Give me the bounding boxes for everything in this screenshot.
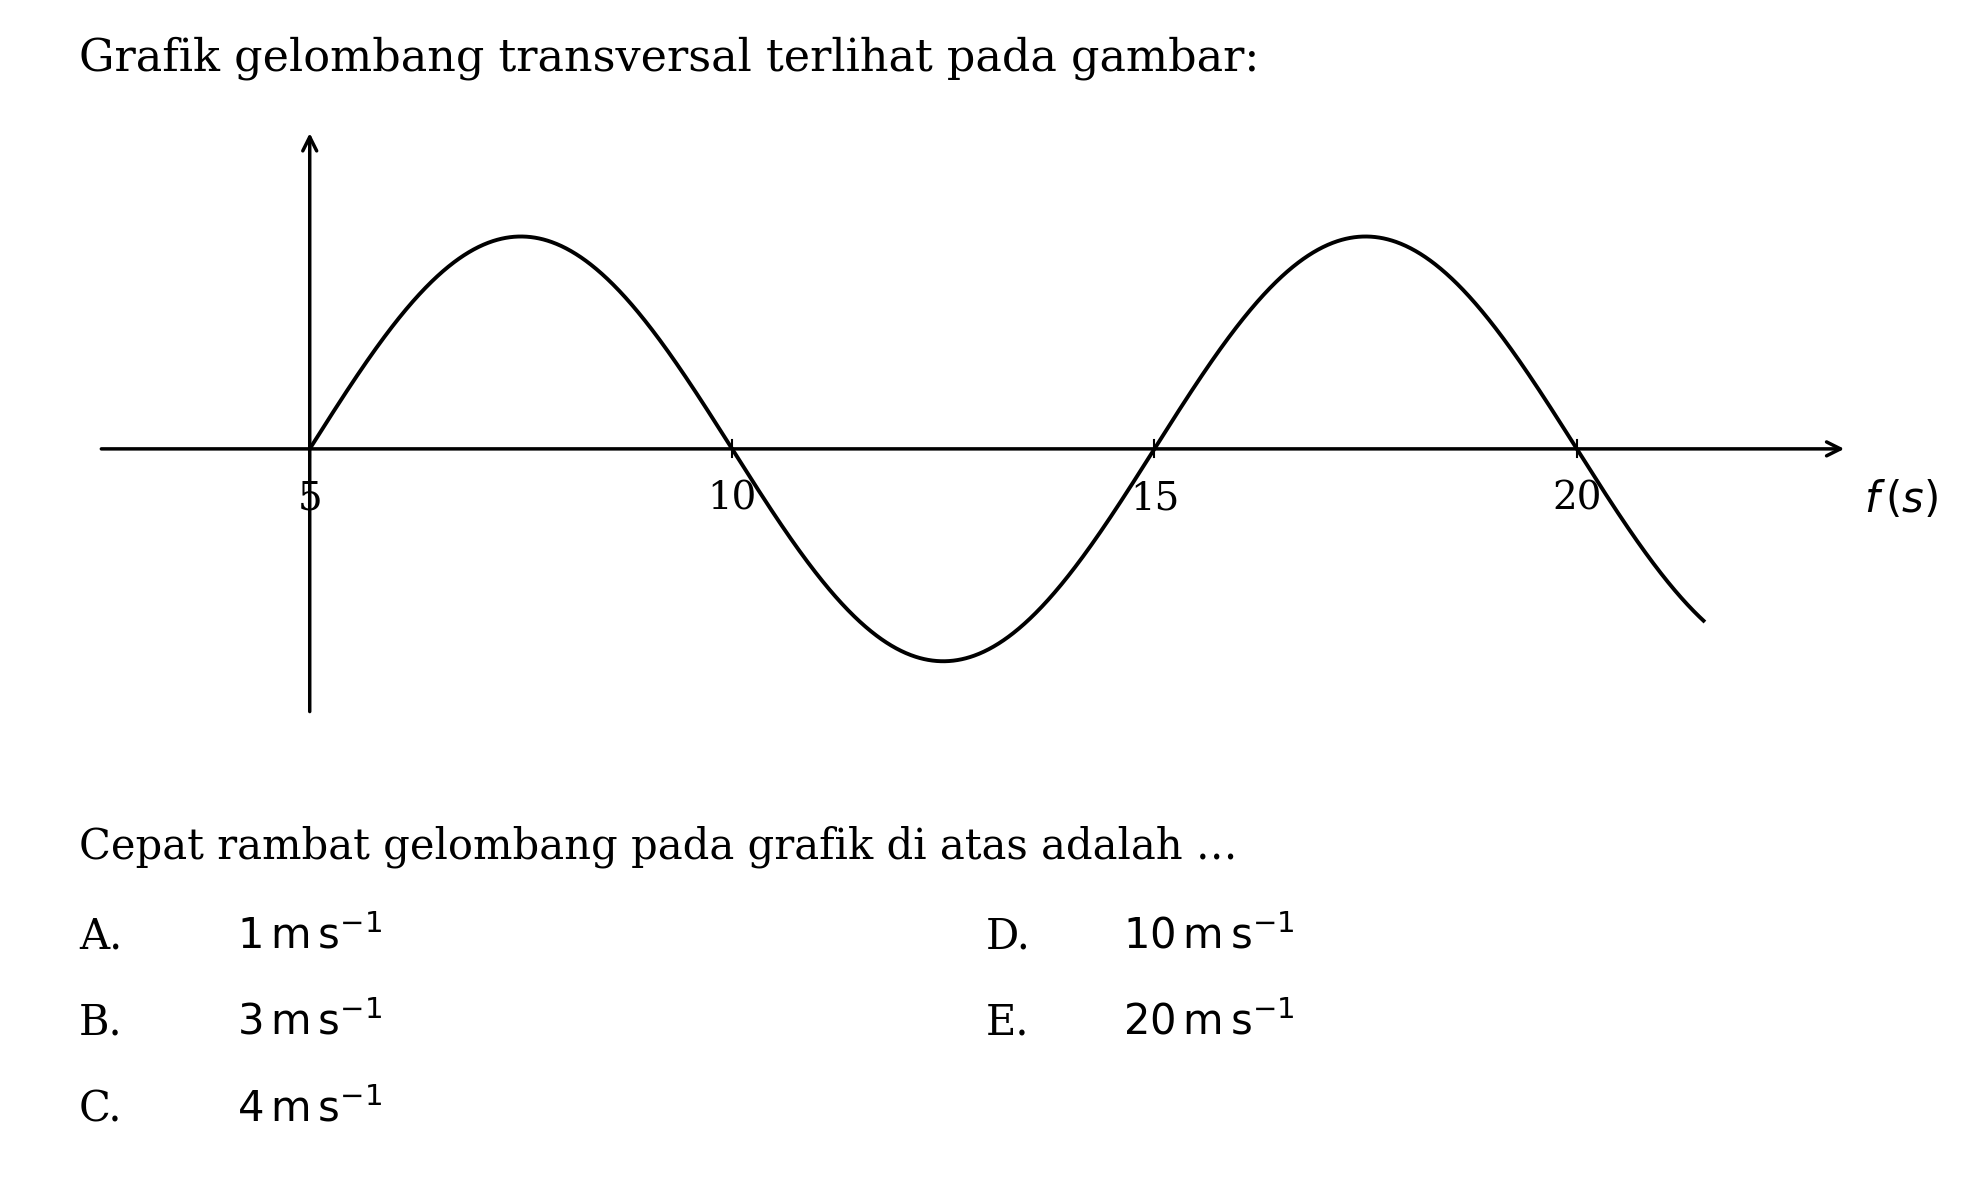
Text: B.: B. <box>79 1002 122 1044</box>
Text: $3\,\mathrm{m\,s}^{-1}$: $3\,\mathrm{m\,s}^{-1}$ <box>237 1002 382 1044</box>
Text: A.: A. <box>79 916 122 958</box>
Text: Cepat rambat gelombang pada grafik di atas adalah …: Cepat rambat gelombang pada grafik di at… <box>79 826 1238 869</box>
Text: $4\,\mathrm{m\,s}^{-1}$: $4\,\mathrm{m\,s}^{-1}$ <box>237 1088 382 1130</box>
Text: E.: E. <box>986 1002 1029 1044</box>
Text: Grafik gelombang transversal terlihat pada gambar:: Grafik gelombang transversal terlihat pa… <box>79 36 1259 79</box>
Text: $1\,\mathrm{m\,s}^{-1}$: $1\,\mathrm{m\,s}^{-1}$ <box>237 916 382 958</box>
Text: $f\,(s)$: $f\,(s)$ <box>1865 479 1937 521</box>
Text: C.: C. <box>79 1088 122 1130</box>
Text: $10\,\mathrm{m\,s}^{-1}$: $10\,\mathrm{m\,s}^{-1}$ <box>1123 916 1295 958</box>
Text: 5: 5 <box>298 481 321 518</box>
Text: D.: D. <box>986 916 1031 958</box>
Text: 15: 15 <box>1129 481 1179 518</box>
Text: 20: 20 <box>1551 481 1602 518</box>
Text: 10: 10 <box>708 481 757 518</box>
Text: $20\,\mathrm{m\,s}^{-1}$: $20\,\mathrm{m\,s}^{-1}$ <box>1123 1002 1295 1044</box>
